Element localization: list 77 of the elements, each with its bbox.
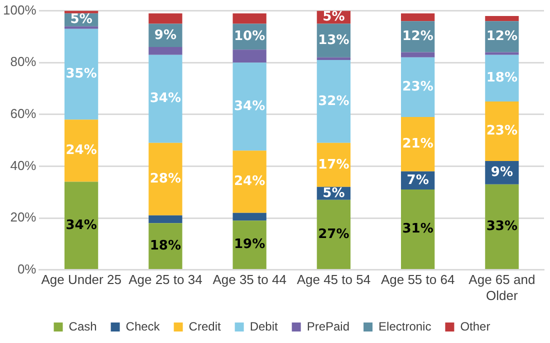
x-tick-label: Age 35 to 44 (212, 272, 286, 288)
bar (148, 215, 182, 224)
data-label: 23% (486, 124, 518, 139)
data-label: 32% (318, 94, 350, 109)
data-label: 35% (66, 66, 97, 82)
data-label: 27% (318, 226, 350, 242)
bar (400, 52, 435, 58)
bar (64, 28, 98, 120)
bar (64, 26, 98, 29)
bar (148, 47, 182, 55)
bar (485, 184, 519, 270)
data-label: 10% (234, 29, 266, 44)
bar (148, 54, 182, 143)
data-label: 21% (402, 136, 434, 152)
bar (64, 10, 98, 14)
bar (400, 116, 435, 172)
x-tick-label: Age 55 to 64 (380, 272, 455, 288)
legend-label: PrePaid (306, 319, 350, 334)
bar (400, 13, 435, 22)
legend-label: Debit (250, 319, 278, 334)
bar (64, 120, 98, 182)
data-label: 17% (318, 157, 350, 172)
legend-label: Other (460, 319, 490, 334)
legend-label: Cash (68, 319, 97, 334)
bar (232, 212, 266, 221)
y-tick-label: 40% (10, 158, 37, 173)
data-label: 19% (234, 237, 266, 252)
y-tick-label: 0% (17, 261, 37, 276)
bar (148, 223, 182, 270)
x-tick-label: Age 45 to 54 (296, 272, 371, 288)
data-label: 12% (486, 29, 518, 44)
data-label: 18% (486, 70, 518, 86)
x-tick-label: Age 65 and Older (468, 272, 536, 303)
bar (232, 150, 266, 213)
bar (232, 13, 266, 24)
data-label: 5% (70, 12, 92, 28)
y-tick-label: 100% (3, 2, 37, 18)
data-label: 33% (486, 219, 518, 234)
x-tick-label: Age Under 25 (41, 272, 122, 288)
bar (232, 220, 266, 270)
data-label: 12% (402, 29, 434, 44)
data-label: 24% (234, 174, 266, 190)
data-label: 24% (66, 143, 97, 158)
bar (400, 57, 435, 117)
bar (400, 190, 435, 270)
data-label: 28% (150, 172, 181, 187)
bar (148, 142, 182, 216)
data-label: 23% (402, 80, 434, 95)
legend-label: Check (126, 319, 161, 334)
bar (485, 54, 519, 102)
data-label: 7% (406, 172, 429, 188)
bar (485, 16, 519, 22)
data-label: 5% (322, 10, 345, 25)
data-label: 13% (318, 32, 350, 48)
data-label: 5% (322, 186, 345, 201)
bar (485, 52, 519, 55)
bar (232, 50, 266, 63)
y-tick-label: 60% (10, 106, 37, 121)
data-label: 34% (150, 91, 181, 106)
y-tick-label: 80% (10, 54, 37, 70)
data-label: 9% (490, 165, 513, 180)
data-label: 34% (234, 99, 266, 114)
legend-label: Electronic (378, 319, 432, 334)
data-label: 31% (402, 222, 434, 237)
bar (64, 182, 98, 270)
bar (485, 101, 519, 162)
data-label: 9% (154, 28, 176, 43)
bar (232, 62, 266, 151)
data-label: 18% (150, 238, 181, 254)
bar (148, 13, 182, 24)
bar (316, 57, 351, 60)
bar (316, 60, 351, 143)
legend-label: Credit (188, 319, 222, 334)
x-tick-label: Age 25 to 34 (128, 272, 202, 288)
data-label: 34% (66, 218, 97, 233)
y-tick-label: 20% (10, 210, 37, 225)
bar (316, 200, 351, 270)
